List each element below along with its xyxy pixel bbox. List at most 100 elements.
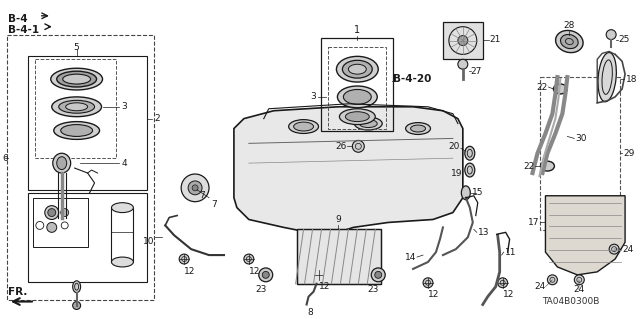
Circle shape <box>353 140 364 152</box>
Text: 26: 26 <box>335 142 346 151</box>
Text: 18: 18 <box>626 75 637 84</box>
Text: 19: 19 <box>451 168 463 177</box>
Ellipse shape <box>540 161 554 171</box>
Text: 6: 6 <box>2 154 8 163</box>
Ellipse shape <box>554 84 567 94</box>
Text: 28: 28 <box>564 21 575 30</box>
Text: 11: 11 <box>505 248 516 256</box>
Circle shape <box>498 278 508 288</box>
Text: 12: 12 <box>502 290 514 299</box>
Ellipse shape <box>339 109 375 125</box>
Ellipse shape <box>465 146 475 160</box>
Circle shape <box>574 275 584 285</box>
Text: 22: 22 <box>536 83 547 92</box>
Circle shape <box>547 275 557 285</box>
Text: 8: 8 <box>308 308 314 317</box>
Text: 24: 24 <box>573 285 585 294</box>
Text: 5: 5 <box>74 42 79 51</box>
Bar <box>296 229 381 284</box>
Text: 24: 24 <box>622 245 634 254</box>
Text: 24: 24 <box>534 282 545 291</box>
Ellipse shape <box>342 60 372 78</box>
Circle shape <box>609 244 619 254</box>
Ellipse shape <box>337 56 378 82</box>
Ellipse shape <box>561 34 578 48</box>
Ellipse shape <box>73 281 81 293</box>
Circle shape <box>48 209 56 217</box>
Text: 21: 21 <box>490 35 501 44</box>
Circle shape <box>45 206 59 219</box>
Text: 7: 7 <box>199 191 205 200</box>
Bar <box>296 229 381 284</box>
Circle shape <box>606 30 616 40</box>
Text: 29: 29 <box>623 149 634 158</box>
Text: B-4-20: B-4-20 <box>393 74 431 84</box>
Text: 13: 13 <box>478 228 489 237</box>
Circle shape <box>458 59 468 69</box>
Ellipse shape <box>406 122 431 135</box>
Ellipse shape <box>337 86 377 108</box>
Bar <box>111 208 133 262</box>
Ellipse shape <box>556 30 583 53</box>
Bar <box>328 48 386 129</box>
Bar <box>28 56 147 190</box>
Circle shape <box>375 271 381 278</box>
Bar <box>321 38 393 131</box>
Text: 30: 30 <box>575 134 587 143</box>
Ellipse shape <box>52 153 70 173</box>
Text: 12: 12 <box>184 267 195 276</box>
Ellipse shape <box>598 53 616 102</box>
Text: 23: 23 <box>255 285 266 294</box>
Bar <box>35 59 116 158</box>
Text: 4: 4 <box>122 159 127 167</box>
Text: 20: 20 <box>449 142 460 151</box>
Text: 7: 7 <box>211 200 217 209</box>
Ellipse shape <box>348 64 366 74</box>
Ellipse shape <box>465 163 475 177</box>
Ellipse shape <box>294 122 314 131</box>
Ellipse shape <box>51 68 102 90</box>
Polygon shape <box>545 196 625 275</box>
Circle shape <box>192 185 198 191</box>
Text: 22: 22 <box>524 162 534 171</box>
Ellipse shape <box>346 112 369 122</box>
Text: 12: 12 <box>319 282 330 291</box>
Ellipse shape <box>63 74 91 84</box>
Circle shape <box>458 36 468 46</box>
Text: FR.: FR. <box>8 286 28 297</box>
Text: 12: 12 <box>428 290 440 299</box>
Text: 15: 15 <box>472 188 483 197</box>
Ellipse shape <box>57 157 67 170</box>
Circle shape <box>262 271 269 278</box>
Ellipse shape <box>111 257 133 267</box>
Bar <box>33 198 88 247</box>
Bar <box>28 193 147 282</box>
Polygon shape <box>234 107 463 232</box>
Text: TA04B0300B: TA04B0300B <box>543 298 600 307</box>
Text: 27: 27 <box>471 67 482 76</box>
Circle shape <box>371 268 385 282</box>
Circle shape <box>259 268 273 282</box>
Circle shape <box>61 209 68 217</box>
Ellipse shape <box>344 89 371 104</box>
Text: 3: 3 <box>311 93 317 101</box>
Circle shape <box>47 222 57 232</box>
Text: 3: 3 <box>122 102 127 111</box>
Text: 1: 1 <box>355 25 360 34</box>
Text: 10: 10 <box>143 237 154 246</box>
Ellipse shape <box>59 100 95 113</box>
Circle shape <box>179 254 189 264</box>
Ellipse shape <box>52 97 102 117</box>
Circle shape <box>423 278 433 288</box>
Ellipse shape <box>61 125 93 137</box>
Ellipse shape <box>57 71 97 87</box>
Circle shape <box>188 181 202 195</box>
Text: 2: 2 <box>154 114 160 123</box>
Ellipse shape <box>461 186 470 200</box>
Bar <box>443 22 483 59</box>
Circle shape <box>181 174 209 202</box>
Bar <box>540 77 620 230</box>
Ellipse shape <box>111 203 133 212</box>
Text: B-4-1: B-4-1 <box>8 25 39 35</box>
Bar <box>7 34 154 300</box>
